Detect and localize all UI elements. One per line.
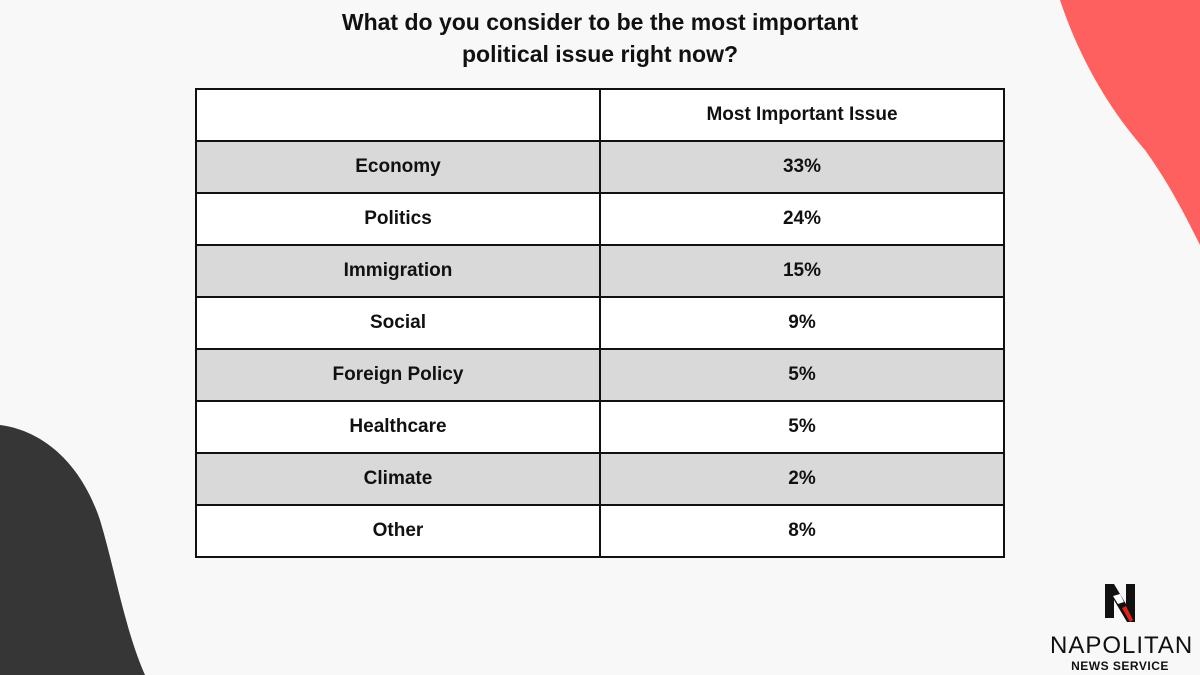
- header-cell-issue: Most Important Issue: [599, 88, 1005, 142]
- napolitan-logo: NAPOLITAN NEWS SERVICE: [1050, 582, 1194, 673]
- issue-percent: 33%: [599, 140, 1005, 194]
- issue-label: Climate: [195, 452, 601, 506]
- logo-name: NAPOLITAN: [1050, 632, 1194, 659]
- table-row: Economy 33%: [195, 140, 1005, 194]
- chart-title: What do you consider to be the most impo…: [0, 6, 1200, 70]
- n-eagle-logo-icon: [1105, 584, 1135, 622]
- table-row: Social 9%: [195, 296, 1005, 350]
- table-header-row: Most Important Issue: [195, 88, 1005, 142]
- issue-percent: 2%: [599, 452, 1005, 506]
- table-row: Immigration 15%: [195, 244, 1005, 298]
- title-line-2: political issue right now?: [461, 41, 739, 67]
- dark-corner-blob: [0, 425, 145, 675]
- issue-label: Healthcare: [195, 400, 601, 454]
- table-row: Other 8%: [195, 504, 1005, 558]
- issue-percent: 5%: [599, 348, 1005, 402]
- issue-label: Social: [195, 296, 601, 350]
- results-table: Most Important Issue Economy 33% Politics 2…: [195, 88, 1005, 558]
- issue-label: Economy: [195, 140, 601, 194]
- issue-percent: 8%: [599, 504, 1005, 558]
- issue-percent: 9%: [599, 296, 1005, 350]
- issue-percent: 24%: [599, 192, 1005, 246]
- table-row: Climate 2%: [195, 452, 1005, 506]
- issue-label: Politics: [195, 192, 601, 246]
- table-row: Politics 24%: [195, 192, 1005, 246]
- issue-percent: 15%: [599, 244, 1005, 298]
- table-row: Foreign Policy 5%: [195, 348, 1005, 402]
- red-corner-blob: [1060, 0, 1200, 245]
- issue-label: Immigration: [195, 244, 601, 298]
- title-line-1: What do you consider to be the most impo…: [341, 9, 859, 35]
- table-row: Healthcare 5%: [195, 400, 1005, 454]
- issue-label: Other: [195, 504, 601, 558]
- issue-percent: 5%: [599, 400, 1005, 454]
- logo-subtitle: NEWS SERVICE: [1071, 659, 1169, 673]
- header-cell-blank: [195, 88, 601, 142]
- issue-label: Foreign Policy: [195, 348, 601, 402]
